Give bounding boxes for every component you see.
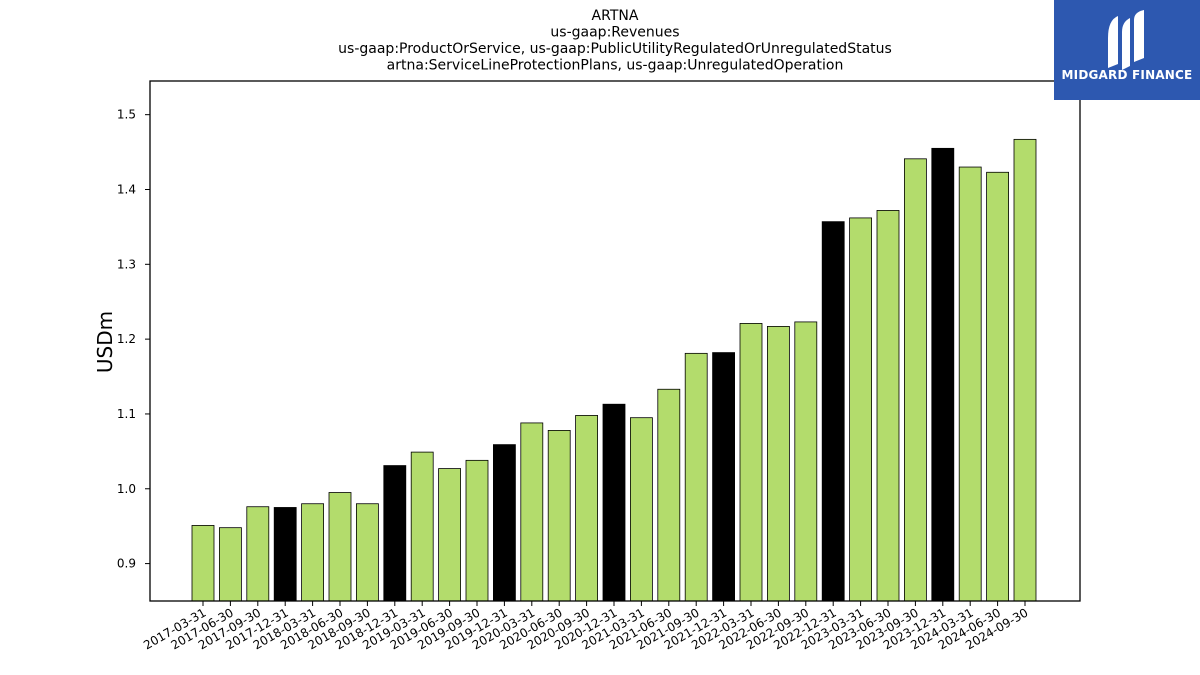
bar <box>794 321 818 602</box>
bar <box>575 415 598 602</box>
bar <box>712 352 735 602</box>
bar <box>904 158 927 602</box>
bar <box>246 506 270 602</box>
chart-title-line: ARTNA <box>592 8 639 24</box>
bar <box>876 210 900 602</box>
bar <box>602 403 626 602</box>
midgard-logo-icon <box>1108 10 1144 70</box>
midgard-finance-logo: MIDGARD FINANCE <box>1054 0 1200 100</box>
bar <box>520 422 544 602</box>
bar <box>218 527 242 602</box>
logo-text: MIDGARD FINANCE <box>1061 68 1193 82</box>
bar <box>410 451 434 602</box>
bar <box>273 507 297 602</box>
y-tick-label: 1.2 <box>117 332 136 346</box>
y-tick-label: 1.1 <box>117 407 136 421</box>
chart-title-line: us-gaap:ProductOrService, us-gaap:Public… <box>338 41 892 57</box>
plot-frame <box>149 80 1081 602</box>
bar <box>958 166 982 602</box>
chart-title-line: artna:ServiceLineProtectionPlans, us-gaa… <box>387 58 844 74</box>
bar <box>684 352 708 602</box>
y-axis: 0.9 1.0 1.1 1.2 1.3 1.4 1.5 <box>117 108 150 571</box>
bar <box>328 492 352 602</box>
bar <box>492 444 516 602</box>
bar <box>547 430 571 602</box>
y-axis-label: USDm <box>93 311 117 373</box>
bar <box>438 468 462 602</box>
bar <box>986 171 1009 602</box>
bar <box>1013 138 1037 602</box>
y-tick-label: 1.3 <box>117 257 136 271</box>
bars-group <box>191 138 1037 602</box>
bar <box>931 147 955 602</box>
bar <box>657 388 681 602</box>
chart-title: ARTNAus-gaap:Revenuesus-gaap:ProductOrSe… <box>338 8 892 74</box>
chart-title-line: us-gaap:Revenues <box>550 25 679 41</box>
bar <box>767 326 790 602</box>
y-tick-label: 0.9 <box>117 557 136 571</box>
bar <box>849 217 872 602</box>
y-tick-label: 1.5 <box>117 108 136 122</box>
bar <box>630 417 653 602</box>
bar <box>821 221 845 602</box>
bar <box>355 503 379 602</box>
bar <box>739 323 763 602</box>
bar <box>191 525 215 602</box>
bar <box>301 503 325 602</box>
bar <box>383 465 407 602</box>
bar <box>465 459 489 602</box>
y-tick-label: 1.4 <box>117 182 136 196</box>
y-tick-label: 1.0 <box>117 482 136 496</box>
x-axis: 2017-03-312017-06-302017-09-302017-12-31… <box>141 601 1031 652</box>
